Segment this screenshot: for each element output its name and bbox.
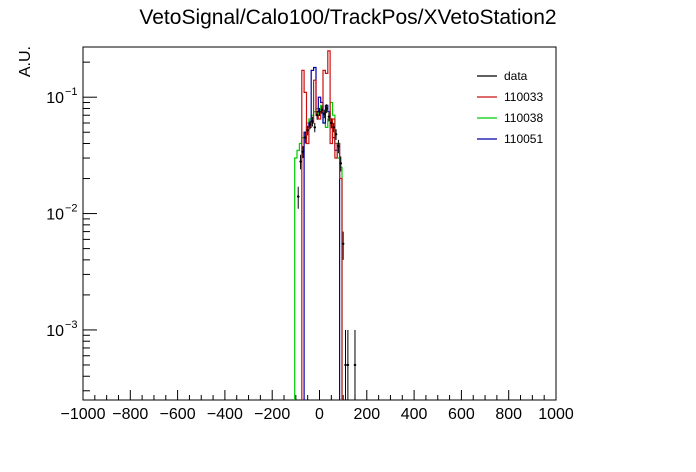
x-tick-label: −200: [254, 406, 290, 423]
series-data-point: [337, 139, 340, 154]
series-data-marker: [301, 150, 305, 153]
x-tick-label: 1000: [538, 406, 574, 423]
series-data-marker: [341, 242, 345, 245]
series-data-marker: [339, 162, 342, 165]
series-data-point: [327, 112, 331, 122]
series-layer: [294, 50, 357, 400]
legend: data 110033 110038 110051: [477, 69, 543, 146]
x-tick-label: 200: [353, 406, 380, 423]
series-110033-line: [301, 50, 343, 400]
series-data-point: [313, 123, 316, 133]
series-data-point: [334, 129, 338, 140]
series-110051-line: [303, 66, 341, 400]
series-data-point: [325, 104, 328, 114]
series-data-point: [315, 111, 319, 120]
series-data-marker: [346, 363, 350, 367]
y-tick-label: 10: [46, 323, 64, 340]
series-data-point: [320, 106, 324, 114]
plot-frame: [82, 46, 557, 401]
series-data-marker: [323, 112, 326, 116]
x-tick-label: −1000: [61, 406, 106, 423]
series-data-point: [318, 107, 321, 116]
y-tick-label: 10: [46, 207, 64, 224]
x-tick-label: −600: [160, 406, 196, 423]
series-data-marker: [313, 126, 316, 129]
series-data-point: [323, 109, 326, 119]
series-data-marker: [334, 133, 338, 136]
series-data-point: [297, 186, 300, 209]
x-tick-label: 400: [401, 406, 428, 423]
x-tick-label: −400: [207, 406, 243, 423]
legend-110051: 110051: [477, 132, 543, 146]
series-data-marker: [297, 195, 300, 198]
x-tick-label: 0: [315, 406, 324, 423]
series-data-marker: [327, 115, 331, 118]
series-data-point: [308, 120, 312, 130]
series-data-point: [304, 132, 307, 144]
series-data-marker: [353, 363, 357, 367]
series-data-marker: [311, 120, 314, 123]
x-tick-label: 800: [495, 406, 522, 423]
series-data-point: [341, 231, 345, 260]
legend-data-label: data: [504, 69, 528, 83]
x-tick-label: −800: [112, 406, 148, 423]
series-data-point: [339, 156, 342, 172]
y-axis-label: A.U.: [17, 46, 34, 77]
series-data-point: [311, 116, 314, 127]
series-data-point: [306, 125, 309, 136]
series-data-marker: [299, 160, 302, 163]
legend-data: data: [477, 69, 528, 83]
series-data-marker: [325, 107, 328, 110]
series-data-marker: [320, 108, 324, 111]
y-tick-exponent: −3: [65, 319, 78, 331]
series-data-marker: [308, 123, 312, 126]
y-tick-exponent: −2: [65, 203, 78, 215]
legend-110051-label: 110051: [504, 132, 543, 146]
y-axis: 10−310−210−1: [46, 61, 97, 392]
legend-110038-label: 110038: [504, 111, 543, 125]
chart-title: VetoSignal/Calo100/TrackPos/XVetoStation…: [139, 6, 556, 29]
legend-110033-label: 110033: [504, 90, 543, 104]
legend-110033: 110033: [477, 90, 543, 104]
y-tick-exponent: −1: [65, 86, 78, 98]
series-data-marker: [344, 363, 347, 367]
series-data-point: [330, 118, 333, 129]
series-data-marker: [304, 136, 307, 139]
series-data-point: [332, 123, 335, 133]
series-data-marker: [318, 110, 321, 113]
x-tick-label: 600: [448, 406, 475, 423]
x-axis: −1000 −800 −600 −400 −200 0 200 400 600 800 1000: [61, 390, 574, 423]
series-data-marker: [306, 129, 309, 132]
legend-110038: 110038: [477, 111, 543, 125]
series-data-point: [299, 154, 302, 170]
series-data-point: [301, 146, 305, 159]
series-data-marker: [337, 144, 340, 148]
series-data-marker: [332, 126, 335, 129]
series-data-point: [346, 329, 350, 400]
series-data-marker: [330, 121, 333, 125]
series-data-point: [353, 329, 357, 400]
series-data-marker: [315, 114, 319, 117]
y-tick-label: 10: [46, 90, 64, 107]
series-data-point: [344, 329, 347, 400]
